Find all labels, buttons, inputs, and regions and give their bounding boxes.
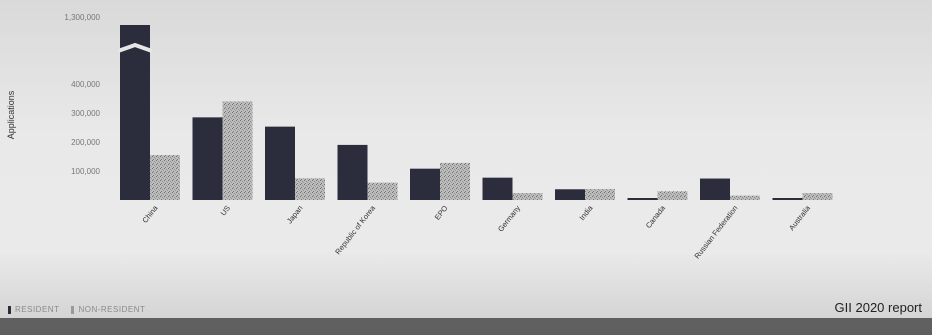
bar-non-resident (585, 188, 615, 200)
legend-label-resident: RESIDENT (15, 305, 60, 314)
bar-non-resident (657, 191, 688, 200)
y-axis: 100,000 200,000 300,000 400,000 1,300,000 (64, 13, 100, 176)
axis-break-marker (117, 42, 153, 53)
bar-resident (120, 25, 150, 200)
legend-label-non-resident: NON-RESIDENT (78, 305, 146, 314)
source-caption: GII 2020 report (834, 300, 922, 315)
bar-non-resident (222, 101, 253, 200)
x-tick-label: US (219, 204, 233, 218)
bar-resident (700, 178, 730, 200)
x-tick-label: India (577, 203, 595, 222)
legend-item-non-resident: NON-RESIDENT (71, 305, 145, 314)
x-tick-label: Republic of Korea (333, 203, 377, 256)
y-tick-label: 200,000 (71, 138, 100, 147)
bar-non-resident (802, 193, 833, 200)
legend-swatch-resident (8, 305, 11, 314)
x-tick-label: Russian Federation (692, 204, 739, 261)
bars (117, 25, 833, 200)
y-axis-title: Applications (6, 90, 16, 139)
x-tick-label: China (140, 203, 160, 225)
legend-item-resident: RESIDENT (8, 305, 59, 314)
bar-resident (772, 198, 803, 200)
legend: RESIDENT NON-RESIDENT (8, 305, 145, 314)
x-tick-label: Australia (787, 203, 813, 232)
bar-resident (482, 177, 513, 200)
bar-non-resident (512, 193, 543, 200)
bar-resident (627, 198, 658, 200)
bar-non-resident (150, 155, 180, 200)
bar-resident (265, 126, 295, 200)
bar-non-resident (295, 178, 325, 200)
x-tick-label: Canada (644, 203, 668, 230)
x-tick-label: EPO (433, 204, 450, 222)
x-axis-labels: China US Japan Republic of Korea EPO Germany I… (140, 203, 812, 260)
bar-resident (337, 144, 368, 200)
bar-resident (192, 117, 223, 200)
screen-edge (0, 318, 932, 335)
y-tick-label: 100,000 (71, 167, 100, 176)
bar-resident (555, 189, 585, 200)
x-tick-label: Japan (285, 204, 305, 226)
y-tick-label: 1,300,000 (64, 13, 100, 22)
bar-non-resident (440, 162, 470, 200)
bar-non-resident (367, 182, 398, 200)
y-tick-label: 300,000 (71, 109, 100, 118)
legend-swatch-non-resident (71, 305, 75, 314)
x-tick-label: Germany (496, 203, 522, 233)
y-tick-label: 400,000 (71, 80, 100, 89)
bar-non-resident (730, 195, 760, 200)
bar-resident (410, 168, 440, 200)
